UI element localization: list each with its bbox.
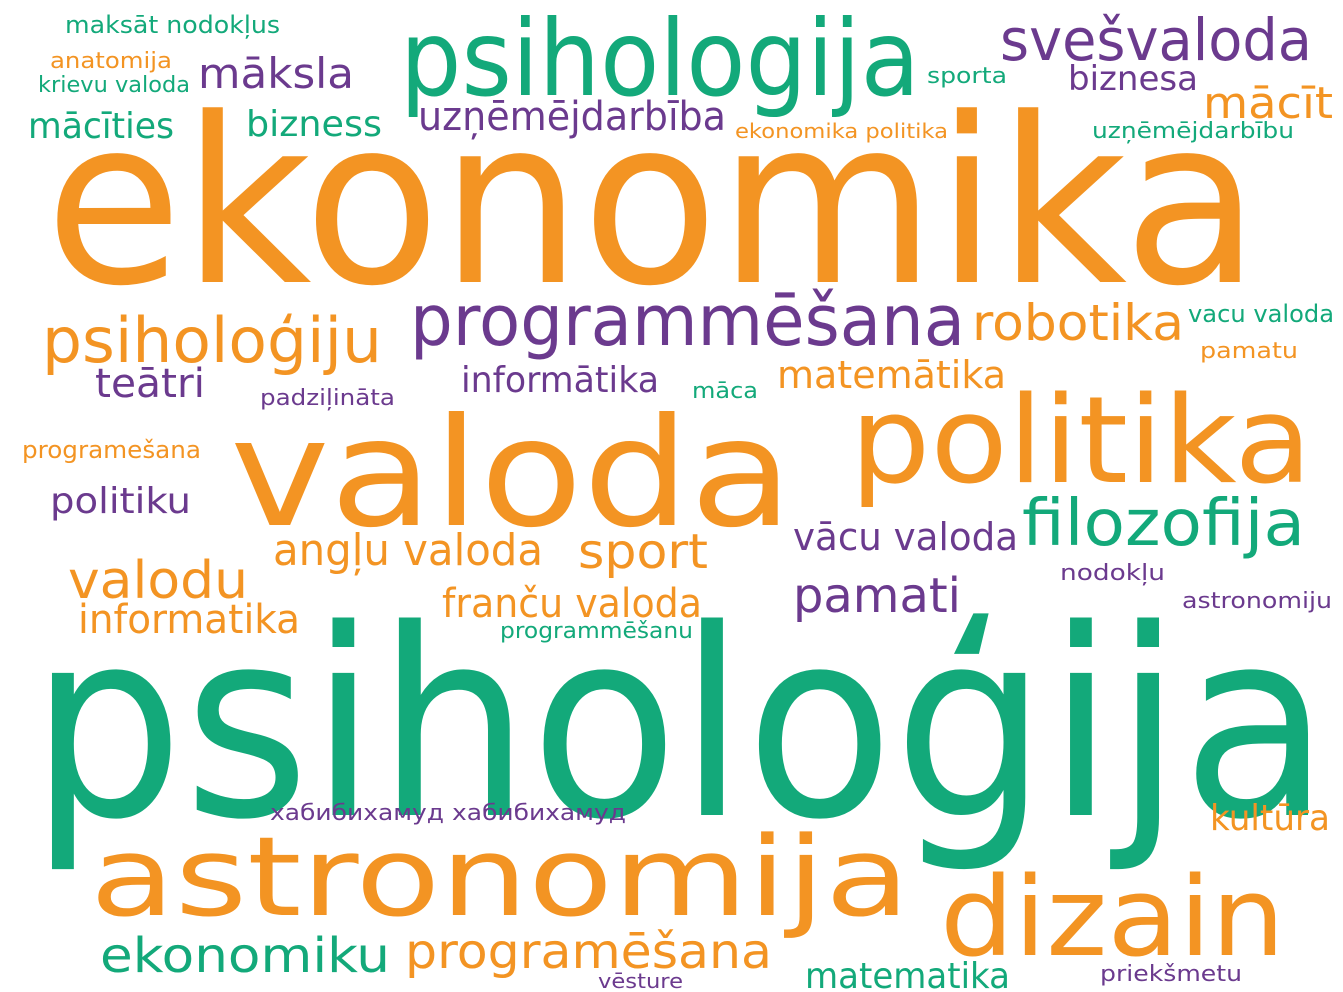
word: kultūra (1210, 798, 1330, 839)
word: valoda (230, 387, 793, 561)
word: sport (578, 524, 708, 580)
word: matemātika (777, 353, 1006, 397)
word: ekonomika (45, 70, 1260, 337)
word: informātika (461, 360, 659, 401)
word: politika (850, 372, 1312, 511)
word: angļu valoda (273, 525, 543, 576)
word: krievu valoda (38, 73, 190, 98)
word: astronomiju (1182, 589, 1332, 614)
word: psiholoģiju (42, 304, 382, 377)
word: pamatu (1200, 339, 1298, 364)
word: svešvaloda (1000, 6, 1312, 74)
word: matematika (805, 956, 1010, 992)
word: vācu valoda (793, 515, 1018, 559)
word: franču valoda (442, 581, 702, 627)
word: programešana (22, 436, 201, 464)
word: informatika (78, 597, 300, 643)
word: politiku (50, 481, 191, 522)
word: priekšmetu (1100, 962, 1242, 987)
word: bizness (246, 104, 382, 145)
word: ekonomika politika (735, 119, 948, 143)
word: psihologija (400, 0, 920, 120)
word: mācīt (1203, 78, 1333, 129)
word: uzņēmējdarbību (1092, 119, 1294, 144)
word: ekonomiku (100, 928, 390, 984)
word: maksāt nodokļus (65, 11, 280, 39)
word: vēsture (598, 969, 683, 992)
word: robotika (972, 294, 1184, 352)
word: filozofija (1022, 487, 1305, 561)
word: dizain (940, 853, 1285, 981)
word: programmēšanu (500, 619, 693, 644)
word: mācīties (28, 106, 174, 147)
word: nodokļu (1060, 561, 1165, 586)
word: valodu (68, 551, 248, 611)
word: padziļināta (260, 386, 395, 411)
word: anatomija (50, 49, 172, 74)
word: psiholoģija (30, 575, 1330, 877)
word: māca (692, 379, 758, 404)
word: pamati (793, 568, 961, 624)
word: teātri (95, 361, 205, 407)
word: хабибихамуд хабибихамуд (270, 801, 626, 826)
word: astronomija (90, 813, 910, 941)
word: sporta (927, 64, 1007, 89)
word: māksla (198, 49, 354, 98)
word: vacu valoda (1188, 300, 1334, 328)
word: biznesa (1068, 59, 1198, 99)
word: uzņēmējdarbība (418, 94, 726, 140)
word: programēšana (405, 924, 772, 980)
word: programmēšana (410, 280, 965, 362)
